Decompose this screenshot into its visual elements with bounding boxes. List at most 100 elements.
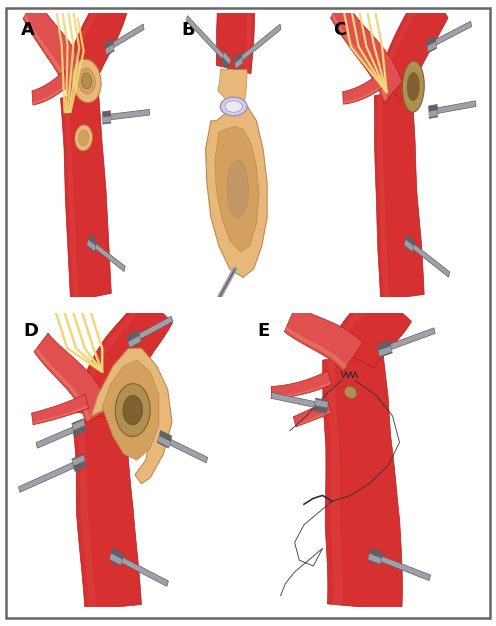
Polygon shape bbox=[109, 548, 124, 566]
Polygon shape bbox=[105, 39, 114, 56]
Polygon shape bbox=[427, 36, 436, 53]
Polygon shape bbox=[128, 336, 141, 347]
Polygon shape bbox=[33, 83, 68, 104]
Polygon shape bbox=[72, 408, 141, 610]
Polygon shape bbox=[331, 13, 387, 101]
Ellipse shape bbox=[72, 59, 101, 103]
Text: B: B bbox=[182, 21, 195, 39]
Polygon shape bbox=[32, 394, 88, 424]
Polygon shape bbox=[437, 101, 476, 113]
Ellipse shape bbox=[78, 130, 89, 146]
Polygon shape bbox=[72, 420, 85, 430]
Polygon shape bbox=[72, 455, 85, 466]
Polygon shape bbox=[404, 235, 415, 252]
Polygon shape bbox=[381, 557, 431, 580]
Polygon shape bbox=[234, 53, 243, 69]
Polygon shape bbox=[102, 360, 159, 460]
Polygon shape bbox=[271, 393, 315, 408]
Ellipse shape bbox=[81, 73, 92, 89]
Polygon shape bbox=[285, 327, 347, 369]
Polygon shape bbox=[110, 553, 123, 565]
Polygon shape bbox=[330, 0, 402, 103]
Ellipse shape bbox=[407, 73, 420, 101]
Ellipse shape bbox=[227, 161, 248, 218]
Polygon shape bbox=[170, 439, 208, 463]
Polygon shape bbox=[390, 328, 435, 349]
Polygon shape bbox=[244, 0, 252, 73]
Polygon shape bbox=[216, 0, 255, 74]
Polygon shape bbox=[293, 401, 331, 427]
Polygon shape bbox=[34, 333, 110, 423]
Text: D: D bbox=[24, 322, 39, 340]
Polygon shape bbox=[404, 240, 414, 251]
Polygon shape bbox=[378, 0, 448, 103]
Polygon shape bbox=[23, 0, 88, 101]
Polygon shape bbox=[374, 89, 424, 300]
Polygon shape bbox=[103, 111, 111, 124]
Polygon shape bbox=[87, 240, 96, 251]
Text: A: A bbox=[21, 21, 35, 39]
Polygon shape bbox=[113, 24, 144, 48]
Polygon shape bbox=[368, 548, 383, 565]
Polygon shape bbox=[103, 116, 111, 123]
Polygon shape bbox=[222, 51, 231, 69]
Polygon shape bbox=[343, 83, 385, 103]
Polygon shape bbox=[271, 382, 331, 398]
Polygon shape bbox=[139, 316, 173, 339]
Polygon shape bbox=[334, 290, 381, 351]
Polygon shape bbox=[106, 44, 114, 54]
Polygon shape bbox=[87, 235, 97, 252]
Polygon shape bbox=[65, 0, 107, 90]
Polygon shape bbox=[323, 354, 402, 610]
Polygon shape bbox=[296, 411, 331, 426]
Ellipse shape bbox=[78, 68, 95, 94]
Polygon shape bbox=[95, 244, 125, 272]
Polygon shape bbox=[72, 419, 86, 436]
Polygon shape bbox=[33, 406, 88, 424]
Polygon shape bbox=[235, 58, 243, 68]
Polygon shape bbox=[413, 244, 450, 277]
Polygon shape bbox=[205, 104, 267, 277]
Polygon shape bbox=[122, 557, 169, 587]
Polygon shape bbox=[186, 16, 224, 59]
Polygon shape bbox=[242, 24, 281, 61]
Ellipse shape bbox=[115, 384, 150, 436]
Polygon shape bbox=[237, 69, 245, 115]
Ellipse shape bbox=[75, 125, 92, 151]
Polygon shape bbox=[427, 42, 436, 51]
Polygon shape bbox=[284, 306, 363, 372]
Polygon shape bbox=[429, 105, 438, 118]
Polygon shape bbox=[381, 0, 430, 86]
Polygon shape bbox=[35, 348, 90, 421]
Polygon shape bbox=[157, 431, 172, 448]
Polygon shape bbox=[271, 371, 332, 398]
Polygon shape bbox=[63, 96, 79, 301]
Polygon shape bbox=[343, 71, 385, 104]
Ellipse shape bbox=[123, 396, 142, 425]
Polygon shape bbox=[158, 436, 170, 447]
Polygon shape bbox=[435, 21, 472, 45]
Polygon shape bbox=[314, 398, 328, 414]
Text: E: E bbox=[257, 322, 269, 340]
Ellipse shape bbox=[344, 386, 357, 399]
Polygon shape bbox=[327, 359, 343, 605]
Polygon shape bbox=[429, 110, 438, 117]
Polygon shape bbox=[368, 553, 381, 564]
Polygon shape bbox=[223, 53, 231, 64]
Polygon shape bbox=[111, 110, 150, 120]
Polygon shape bbox=[215, 126, 259, 252]
Polygon shape bbox=[36, 427, 74, 448]
Polygon shape bbox=[218, 69, 247, 117]
Polygon shape bbox=[126, 331, 141, 349]
Polygon shape bbox=[61, 86, 111, 301]
Polygon shape bbox=[63, 0, 127, 96]
Polygon shape bbox=[314, 399, 328, 408]
Polygon shape bbox=[378, 346, 392, 356]
Ellipse shape bbox=[402, 61, 424, 112]
Polygon shape bbox=[72, 454, 86, 471]
Polygon shape bbox=[79, 294, 147, 414]
Polygon shape bbox=[331, 287, 412, 368]
Polygon shape bbox=[91, 348, 172, 484]
Ellipse shape bbox=[220, 97, 247, 116]
Polygon shape bbox=[32, 70, 68, 105]
